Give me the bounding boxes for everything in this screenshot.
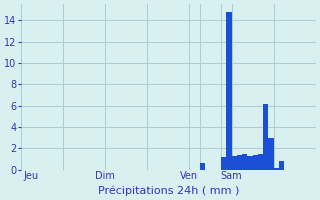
- Bar: [231, 156, 237, 170]
- Bar: [274, 168, 279, 170]
- Bar: [237, 155, 242, 170]
- Bar: [200, 163, 205, 170]
- Bar: [247, 156, 252, 170]
- Bar: [258, 154, 263, 170]
- Bar: [226, 12, 231, 170]
- Bar: [252, 155, 258, 170]
- Bar: [268, 138, 274, 170]
- Bar: [221, 157, 226, 170]
- Bar: [263, 104, 268, 170]
- Bar: [279, 161, 284, 170]
- Bar: [242, 154, 247, 170]
- X-axis label: Précipitations 24h ( mm ): Précipitations 24h ( mm ): [98, 185, 239, 196]
